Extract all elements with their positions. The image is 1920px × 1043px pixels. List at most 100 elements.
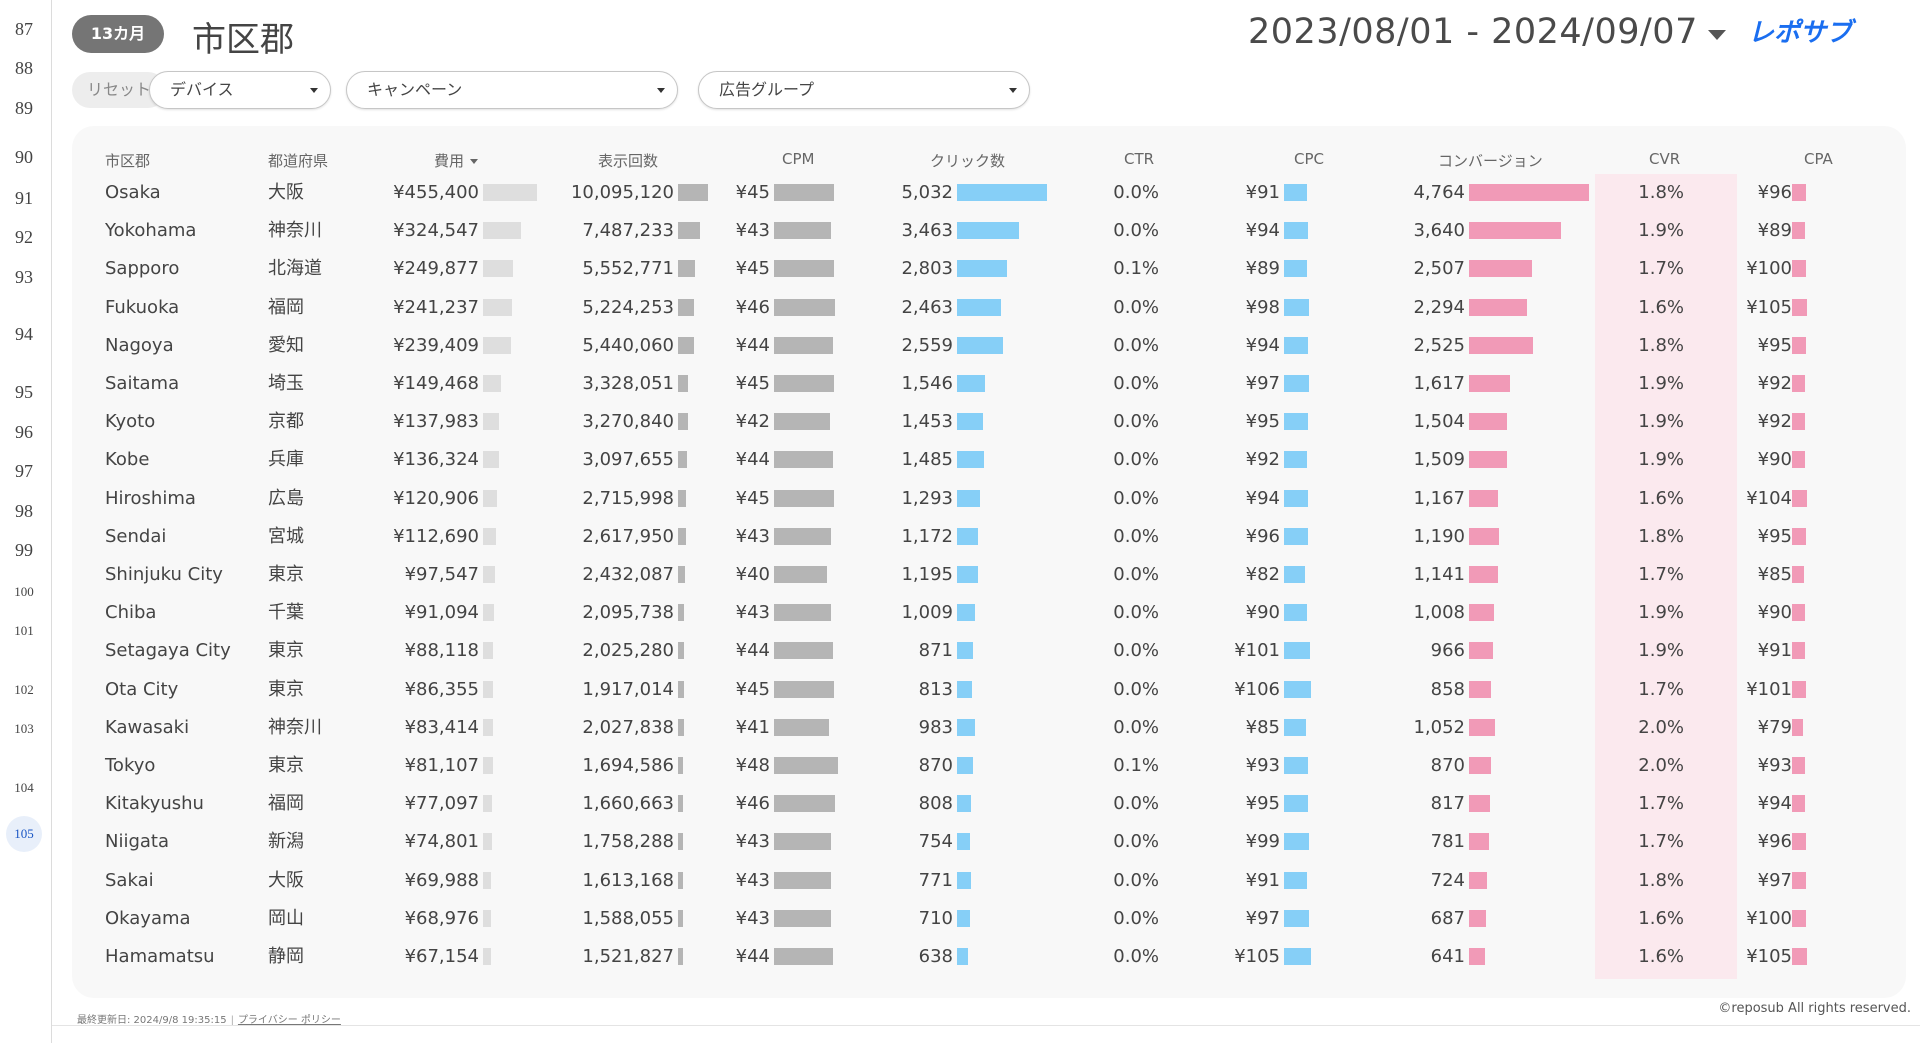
line-number[interactable]: 87 xyxy=(15,19,33,39)
city-cell: Kobe xyxy=(105,449,150,471)
cost-cell: ¥120,906 xyxy=(393,487,479,509)
cpm-cell: ¥43 xyxy=(735,602,770,624)
table-row[interactable]: Kitakyushu 福岡 ¥77,097 1,660,663 ¥46 808 0.0% ¥9… xyxy=(52,785,1920,823)
conversions-cell: 2,507 xyxy=(1413,258,1465,280)
device-filter-select[interactable]: デバイス xyxy=(149,71,331,109)
prefecture-cell: 神奈川 xyxy=(268,220,322,242)
table-row[interactable]: Setagaya City 東京 ¥88,118 2,025,280 ¥44 871 0.0… xyxy=(52,632,1920,670)
cost-bar xyxy=(483,642,493,660)
column-header-cpa[interactable]: CPA xyxy=(1804,150,1833,168)
conversions-bar xyxy=(1469,336,1533,354)
cpc-cell: ¥94 xyxy=(1245,487,1280,509)
cpa-bar xyxy=(1792,222,1805,240)
table-row[interactable]: Ota City 東京 ¥86,355 1,917,014 ¥45 813 0.0% ¥106… xyxy=(52,671,1920,709)
line-number[interactable]: 88 xyxy=(15,58,33,78)
table-row[interactable]: Saitama 埼玉 ¥149,468 3,328,051 ¥45 1,546 0.0% ¥9… xyxy=(52,365,1920,403)
cvr-cell: 1.7% xyxy=(1638,564,1684,585)
date-range-picker[interactable]: 2023/08/01 - 2024/09/07 xyxy=(1248,12,1698,52)
line-number[interactable]: 89 xyxy=(15,98,33,118)
table-row[interactable]: Fukuoka 福岡 ¥241,237 5,224,253 ¥46 2,463 0.0% ¥9… xyxy=(52,289,1920,327)
cpa-cell: ¥93 xyxy=(1757,755,1792,776)
table-row[interactable]: Hiroshima 広島 ¥120,906 2,715,998 ¥45 1,293 0.0%… xyxy=(52,480,1920,518)
table-row[interactable]: Yokohama 神奈川 ¥324,547 7,487,233 ¥43 3,463 0.0%… xyxy=(52,212,1920,250)
cost-bar xyxy=(483,451,499,469)
line-number[interactable]: 95 xyxy=(15,382,33,402)
column-header-cpm[interactable]: CPM xyxy=(782,150,815,168)
table-row[interactable]: Sendai 宮城 ¥112,690 2,617,950 ¥43 1,172 0.0% ¥96… xyxy=(52,518,1920,556)
line-number[interactable]: 104 xyxy=(14,780,34,795)
cpa-cell: ¥92 xyxy=(1757,373,1792,394)
column-header-ctr[interactable]: CTR xyxy=(1124,150,1155,168)
cost-cell: ¥112,690 xyxy=(393,525,479,547)
table-row[interactable]: Okayama 岡山 ¥68,976 1,588,055 ¥43 710 0.0% ¥97 68… xyxy=(52,900,1920,938)
privacy-policy-link[interactable]: プライバシー ポリシー xyxy=(237,1015,341,1026)
impressions-bar xyxy=(678,604,684,622)
line-number-active[interactable]: 105 xyxy=(6,816,42,852)
line-number[interactable]: 98 xyxy=(15,501,33,521)
period-badge[interactable]: 13カ月 xyxy=(72,15,164,53)
line-number[interactable]: 99 xyxy=(15,540,33,560)
line-number[interactable]: 94 xyxy=(15,324,33,344)
conversions-bar xyxy=(1469,375,1510,392)
line-number[interactable]: 103 xyxy=(14,721,34,736)
ctr-cell: 0.0% xyxy=(1113,564,1159,585)
cost-bar xyxy=(483,833,492,851)
cpc-bar xyxy=(1284,948,1311,965)
cvr-cell: 1.9% xyxy=(1638,602,1684,624)
city-cell: Ota City xyxy=(105,678,179,700)
table-row[interactable]: Sapporo 北海道 ¥249,877 5,552,771 ¥45 2,803 0.1% ¥… xyxy=(52,250,1920,288)
table-row[interactable]: Shinjuku City 東京 ¥97,547 2,432,087 ¥40 1,195 0… xyxy=(52,556,1920,594)
column-header-impressions[interactable]: 表示回数 xyxy=(598,152,659,170)
cvr-cell: 1.6% xyxy=(1638,487,1684,509)
table-row[interactable]: Hamamatsu 静岡 ¥67,154 1,521,827 ¥44 638 0.0% ¥10… xyxy=(52,938,1920,976)
table-row[interactable]: Kobe 兵庫 ¥136,324 3,097,655 ¥44 1,485 0.0% ¥92 1,… xyxy=(52,441,1920,479)
column-header-cvr[interactable]: CVR xyxy=(1649,150,1681,168)
cpc-cell: ¥97 xyxy=(1245,907,1280,929)
report-page: 13カ月 市区郡 2023/08/01 - 2024/09/07 レポサブ リセ… xyxy=(52,0,1920,1043)
prefecture-cell: 東京 xyxy=(268,640,304,662)
cpc-cell: ¥85 xyxy=(1245,716,1280,738)
table-row[interactable]: Chiba 千葉 ¥91,094 2,095,738 ¥43 1,009 0.0% ¥90 1,… xyxy=(52,594,1920,632)
clicks-cell: 1,453 xyxy=(901,411,953,433)
conversions-bar xyxy=(1469,795,1490,813)
column-header-conversions[interactable]: コンバージョン xyxy=(1438,152,1543,170)
table-row[interactable]: Niigata 新潟 ¥74,801 1,758,288 ¥43 754 0.0% ¥99 78… xyxy=(52,823,1920,861)
column-header-cost[interactable]: 費用 xyxy=(434,150,479,171)
prefecture-cell: 岡山 xyxy=(268,907,304,929)
impressions-cell: 2,432,087 xyxy=(582,564,674,585)
ctr-cell: 0.0% xyxy=(1113,678,1159,700)
cost-bar xyxy=(483,909,491,927)
table-row[interactable]: Kyoto 京都 ¥137,983 3,270,840 ¥42 1,453 0.0% ¥95 1… xyxy=(52,403,1920,441)
cost-bar xyxy=(483,718,493,736)
table-row[interactable]: Osaka 大阪 ¥455,400 10,095,120 ¥45 5,032 0.0% ¥91… xyxy=(52,174,1920,212)
line-number[interactable]: 90 xyxy=(15,147,33,167)
table-row[interactable]: Nagoya 愛知 ¥239,409 5,440,060 ¥44 2,559 0.0% ¥94… xyxy=(52,327,1920,365)
column-header-clicks[interactable]: クリック数 xyxy=(930,152,1006,170)
line-number[interactable]: 102 xyxy=(14,682,34,697)
line-number[interactable]: 93 xyxy=(15,267,33,287)
column-header-cpc[interactable]: CPC xyxy=(1294,150,1324,168)
line-number[interactable]: 91 xyxy=(15,188,33,208)
column-header-prefecture[interactable]: 都道府県 xyxy=(268,152,329,170)
column-header-city[interactable]: 市区郡 xyxy=(105,152,151,170)
line-number[interactable]: 100 xyxy=(14,584,34,599)
table-row[interactable]: Tokyo 東京 ¥81,107 1,694,586 ¥48 870 0.1% ¥93 870 2… xyxy=(52,747,1920,785)
line-number[interactable]: 96 xyxy=(15,422,33,442)
impressions-bar xyxy=(678,948,683,965)
table-row[interactable]: Kawasaki 神奈川 ¥83,414 2,027,838 ¥41 983 0.0% ¥85… xyxy=(52,709,1920,747)
cpa-bar xyxy=(1792,871,1806,889)
ctr-cell: 0.0% xyxy=(1113,869,1159,891)
cost-cell: ¥69,988 xyxy=(404,869,479,891)
impressions-bar xyxy=(678,909,683,927)
cpc-bar xyxy=(1284,680,1311,698)
ad-group-filter-select[interactable]: 広告グループ xyxy=(698,71,1030,109)
ctr-cell: 0.0% xyxy=(1113,793,1159,815)
line-number[interactable]: 92 xyxy=(15,227,33,247)
cpm-bar xyxy=(774,566,827,583)
table-row[interactable]: Sakai 大阪 ¥69,988 1,613,168 ¥43 771 0.0% ¥91 724 1… xyxy=(52,862,1920,900)
line-number[interactable]: 101 xyxy=(14,623,34,638)
line-number[interactable]: 97 xyxy=(15,461,33,481)
date-dropdown-caret-icon[interactable] xyxy=(1708,30,1726,40)
campaign-filter-select[interactable]: キャンペーン xyxy=(346,71,678,109)
cpc-cell: ¥98 xyxy=(1245,296,1280,318)
